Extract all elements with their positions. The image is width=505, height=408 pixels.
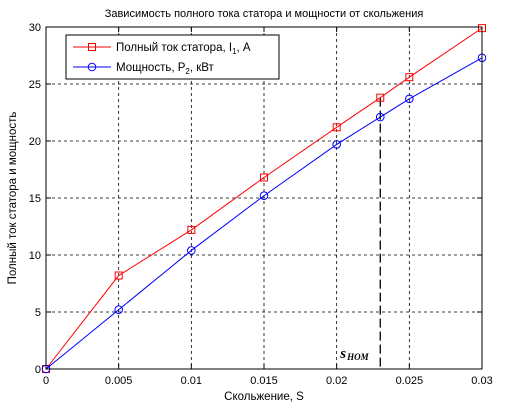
legend-item: Полный ток статора, I1, А [73,42,251,56]
series-layer [41,24,487,374]
chart-title: Зависимость полного тока статора и мощно… [105,8,424,20]
y-tick-label: 25 [29,79,41,91]
legend-label-sub: 2 [185,67,190,76]
x-tick-label: 0.025 [396,375,424,387]
legend-label: Мощность, P2, кВт [116,62,215,76]
data-point-circle [114,305,123,315]
legend-marker-square [88,43,96,51]
data-point-square [260,173,268,182]
x-tick-label: 0.03 [471,375,492,387]
ticks: 0 0.005 0.01 0.015 0.02 0.025 0.03 0 5 10 15 20 25 30 [29,22,493,387]
legend-label-sub: 1 [232,47,237,56]
data-point-circle [187,246,196,255]
grid [46,27,482,369]
x-tick-label: 0.01 [181,375,202,387]
data-point-square [332,123,341,132]
x-tick-label: 0.02 [326,375,347,387]
series-line [45,27,483,370]
data-point-square [376,93,385,102]
y-tick-label: 5 [35,307,41,319]
data-point-square [405,73,414,82]
snom-label-sub: НОМ [346,352,370,362]
y-tick-label: 10 [29,250,41,262]
y-axis-label: Полный ток статора и мощность [7,112,19,285]
data-point-square [114,271,123,280]
data-point-circle [405,94,414,104]
y-tick-label: 15 [29,193,41,205]
legend-item: Мощность, P2, кВт [73,62,215,76]
data-point-square [187,225,196,234]
y-tick-label: 30 [29,22,41,34]
data-point-circle [259,191,269,201]
legend-box [65,34,280,80]
legend: Полный ток статора, I1, А Мощность, P2, к… [65,34,280,80]
x-tick-label: 0 [43,375,49,387]
legend-label-suffix: , А [237,42,251,54]
data-point-circle [332,140,341,149]
legend-marker-circle [87,62,97,72]
x-tick-label: 0.015 [250,375,278,387]
y-tick-label: 0 [35,364,41,376]
legend-label-suffix: , кВт [190,62,215,74]
legend-label: Полный ток статора, I1, А [116,42,251,56]
series-line [45,57,483,370]
x-tick-label: 0.005 [105,375,133,387]
x-axis-label: Скольжение, S [224,391,304,403]
data-point-circle [375,112,385,122]
y-tick-label: 20 [29,136,41,148]
